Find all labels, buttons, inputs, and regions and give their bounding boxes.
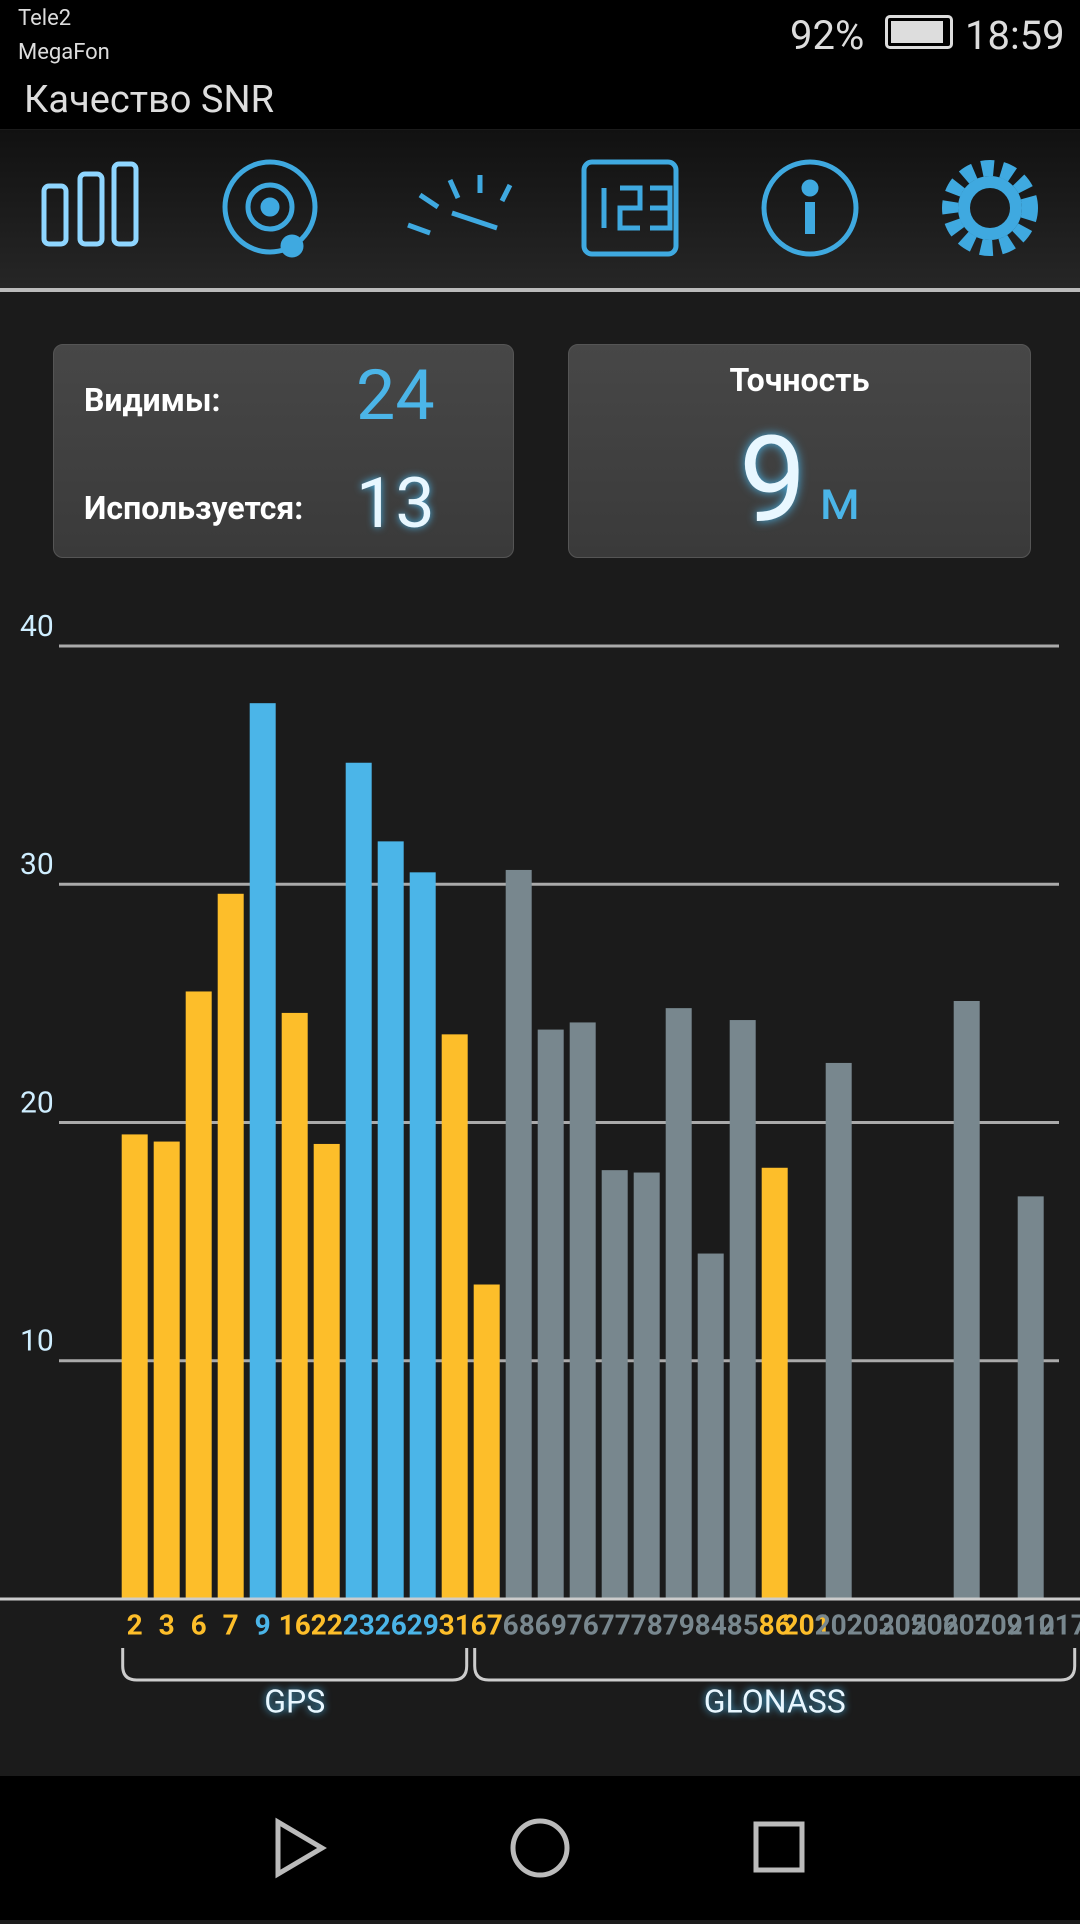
bar	[697, 1253, 724, 1599]
y-tick-label: 40	[20, 609, 54, 644]
group-label: GPS	[264, 1682, 325, 1720]
bar	[153, 1141, 180, 1599]
x-tick-label: 69	[535, 1608, 567, 1641]
nav-icons	[275, 1817, 805, 1879]
x-tick-label: 201	[783, 1608, 831, 1641]
x-tick-label: 202	[815, 1608, 863, 1641]
toolbar	[0, 130, 1080, 292]
x-tick-label: 26	[375, 1608, 407, 1641]
bar	[825, 1062, 852, 1599]
x-tick-label: 209	[975, 1608, 1023, 1641]
visible-value: 24	[356, 355, 435, 437]
x-tick-label: 68	[503, 1608, 535, 1641]
bar	[665, 1008, 692, 1599]
bar	[281, 1012, 308, 1599]
x-tick-label: 31	[439, 1608, 471, 1641]
x-tick-label: 22	[311, 1608, 343, 1641]
bar	[633, 1172, 660, 1599]
battery-icon	[885, 15, 953, 49]
x-tick-label: 9	[255, 1608, 271, 1641]
x-tick-label: 203	[847, 1608, 895, 1641]
x-tick-label: 86	[759, 1608, 791, 1641]
group-label: GLONASS	[704, 1682, 846, 1720]
bar	[729, 1020, 756, 1599]
nav-bar	[0, 1776, 1080, 1920]
bar	[377, 841, 404, 1599]
y-tick-label: 10	[20, 1324, 54, 1359]
bar	[313, 1143, 340, 1599]
x-tick-label: 7	[223, 1608, 239, 1641]
group-bracket	[473, 1648, 1077, 1682]
bar	[1017, 1196, 1044, 1599]
y-tick-label: 20	[20, 1085, 54, 1120]
x-tick-label: 79	[663, 1608, 695, 1641]
top-bar: Tele2 MegaFon 92% 18:59 Качество SNR	[0, 0, 1080, 129]
recents-button[interactable]	[753, 1821, 805, 1873]
bar	[409, 872, 436, 1599]
home-button[interactable]	[510, 1818, 570, 1878]
x-tick-label: 78	[631, 1608, 663, 1641]
x-tick-label: 67	[471, 1608, 503, 1641]
bar	[121, 1134, 148, 1599]
bar	[537, 1029, 564, 1599]
x-tick-label: 29	[407, 1608, 439, 1641]
accuracy-unit: м	[819, 467, 861, 533]
x-tick-label: 76	[567, 1608, 599, 1641]
accuracy-box: Точность 9 м	[568, 344, 1031, 558]
x-tick-label: 6	[191, 1608, 207, 1641]
bar	[345, 762, 372, 1599]
x-tick-label: 16	[279, 1608, 311, 1641]
used-value: 13	[356, 463, 435, 545]
sky-tab[interactable]	[222, 159, 318, 258]
bar	[473, 1284, 500, 1599]
x-tick-label: 210	[1007, 1608, 1055, 1641]
carrier: Tele2	[18, 6, 72, 31]
x-tick-label: 207	[943, 1608, 991, 1641]
accuracy-value: 9	[739, 411, 807, 551]
used-label: Используется:	[84, 489, 304, 527]
battery-percent: 92%	[790, 12, 865, 59]
x-tick-label: 3	[159, 1608, 175, 1641]
bar	[569, 1022, 596, 1599]
x-tick-label: 206	[911, 1608, 959, 1641]
speed-tab[interactable]	[407, 175, 513, 236]
app-title: Качество SNR	[24, 78, 274, 122]
x-tick-label: 77	[599, 1608, 631, 1641]
bar	[441, 1034, 468, 1599]
x-tick-label: 217	[1039, 1608, 1080, 1641]
bar	[217, 893, 244, 1599]
toolbar-icons	[41, 159, 1038, 258]
x-tick-label: 23	[343, 1608, 375, 1641]
x-tick-label: 84	[695, 1608, 727, 1641]
x-tick-label: 2	[127, 1608, 143, 1641]
y-tick-label: 30	[20, 847, 54, 882]
info-tab[interactable]	[761, 159, 859, 257]
group-bracket	[121, 1648, 469, 1682]
bar	[185, 991, 212, 1599]
bar	[953, 1000, 980, 1599]
visible-label: Видимы:	[84, 381, 221, 419]
carrier: MegaFon	[18, 40, 110, 65]
bar	[505, 869, 532, 1599]
clock: 18:59	[965, 12, 1065, 59]
bar	[761, 1167, 788, 1599]
satellite-box: Видимы: 24 Используется: 13	[53, 344, 514, 558]
x-tick-label: 85	[727, 1608, 759, 1641]
signal-tab[interactable]	[41, 161, 139, 247]
x-tick-label: 205	[879, 1608, 927, 1641]
bar	[249, 703, 276, 1599]
settings-tab[interactable]	[942, 160, 1038, 256]
accuracy-label: Точность	[729, 361, 870, 399]
back-button[interactable]	[275, 1817, 327, 1879]
data-tab[interactable]	[581, 159, 679, 257]
bar	[601, 1170, 628, 1599]
